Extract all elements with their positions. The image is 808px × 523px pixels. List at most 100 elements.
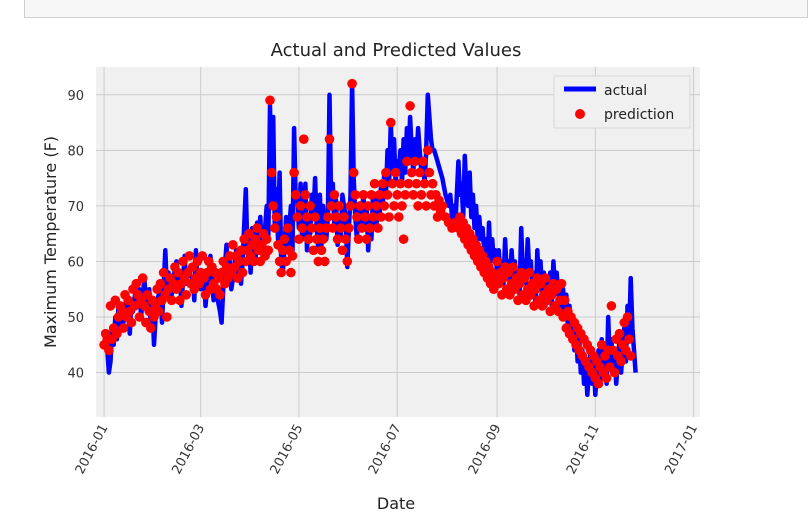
prediction-point	[616, 356, 626, 367]
prediction-point	[326, 201, 337, 211]
x-tick-label: 2016-03	[169, 422, 208, 477]
prediction-point	[184, 251, 195, 261]
prediction-point	[348, 167, 359, 178]
prediction-point	[154, 306, 164, 317]
prediction-point	[323, 212, 333, 222]
prediction-point	[413, 201, 423, 211]
prediction-point	[355, 201, 365, 211]
prediction-point	[302, 212, 312, 222]
prediction-point	[307, 223, 317, 233]
prediction-point	[290, 190, 301, 200]
legend-prediction-label: prediction	[604, 107, 674, 123]
prediction-point	[286, 267, 296, 278]
prediction-point	[402, 156, 412, 167]
x-tick-label: 2016-11	[564, 422, 603, 477]
prediction-point	[336, 223, 346, 233]
prediction-point	[374, 190, 385, 200]
prediction-point	[287, 251, 298, 261]
prediction-point	[294, 234, 304, 244]
prediction-point	[427, 178, 438, 189]
prediction-point	[379, 201, 390, 211]
prediction-point	[299, 134, 309, 144]
prediction-point	[339, 212, 349, 222]
prediction-point	[423, 145, 433, 156]
prediction-point	[337, 245, 348, 256]
prediction-point	[358, 190, 369, 200]
prediction-point	[181, 290, 191, 300]
prediction-point	[292, 212, 303, 222]
prediction-point	[310, 212, 320, 222]
prediction-point	[357, 223, 367, 233]
prediction-point	[331, 212, 341, 222]
prediction-point	[289, 167, 299, 178]
prediction-point	[175, 295, 185, 306]
prediction-point	[345, 201, 356, 211]
x-tick-label: 2016-05	[268, 422, 307, 477]
prediction-point	[252, 223, 262, 233]
prediction-point	[492, 256, 502, 267]
prediction-point	[559, 295, 570, 306]
prediction-point	[386, 117, 396, 128]
prediction-point	[361, 234, 372, 244]
prediction-point	[406, 167, 417, 178]
prediction-point	[368, 212, 378, 222]
prediction-point	[556, 278, 567, 289]
prediction-point	[308, 245, 319, 256]
prediction-point	[405, 101, 415, 111]
prediction-point	[376, 212, 386, 222]
prediction-point	[131, 278, 142, 289]
prediction-point	[162, 312, 172, 322]
prediction-point	[392, 190, 403, 200]
prediction-point	[328, 223, 338, 233]
prediction-point	[614, 328, 625, 339]
prediction-point	[178, 256, 188, 267]
legend-box	[553, 75, 691, 129]
prediction-point	[112, 328, 122, 339]
prediction-point	[261, 234, 272, 244]
y-axis-label: Maximum Temperature (F)	[41, 136, 60, 348]
prediction-point	[126, 317, 137, 328]
prediction-point	[350, 190, 361, 200]
prediction-point	[403, 178, 414, 189]
prediction-point	[394, 212, 404, 222]
prediction-point	[282, 223, 293, 233]
prediction-point	[390, 167, 401, 178]
prediction-point	[146, 323, 156, 333]
prediction-point	[158, 267, 169, 278]
series-prediction	[99, 78, 636, 389]
prediction-point	[408, 190, 419, 200]
prediction-point	[410, 156, 420, 167]
prediction-point	[400, 190, 411, 200]
y-tick-label: 40	[67, 367, 84, 382]
prediction-point	[347, 78, 357, 89]
x-tick-label: 2016-01	[73, 422, 112, 477]
prediction-point	[300, 190, 311, 200]
prediction-point	[369, 178, 380, 189]
prediction-point	[382, 190, 393, 200]
legend: actual prediction	[553, 75, 691, 129]
prediction-point	[371, 201, 382, 211]
prediction-point	[118, 323, 129, 333]
prediction-point	[508, 262, 518, 272]
prediction-point	[123, 295, 133, 306]
prediction-point	[419, 178, 430, 189]
prediction-point	[365, 223, 375, 233]
prediction-point	[334, 201, 345, 211]
x-axis-label: Date	[377, 494, 415, 513]
prediction-point	[340, 234, 351, 244]
prediction-point	[281, 256, 291, 267]
prediction-point	[437, 201, 448, 211]
prediction-point	[332, 234, 343, 244]
prediction-point	[129, 301, 140, 311]
prediction-point	[173, 267, 183, 278]
prediction-point	[609, 367, 620, 378]
prediction-point	[395, 178, 406, 189]
legend-prediction-swatch	[575, 109, 585, 119]
chart-title: Actual and Predicted Values	[271, 40, 522, 61]
prediction-point	[363, 201, 374, 211]
prediction-point	[360, 212, 370, 222]
prediction-point	[295, 201, 306, 211]
y-tick-label: 50	[67, 311, 84, 326]
prediction-point	[596, 340, 607, 350]
